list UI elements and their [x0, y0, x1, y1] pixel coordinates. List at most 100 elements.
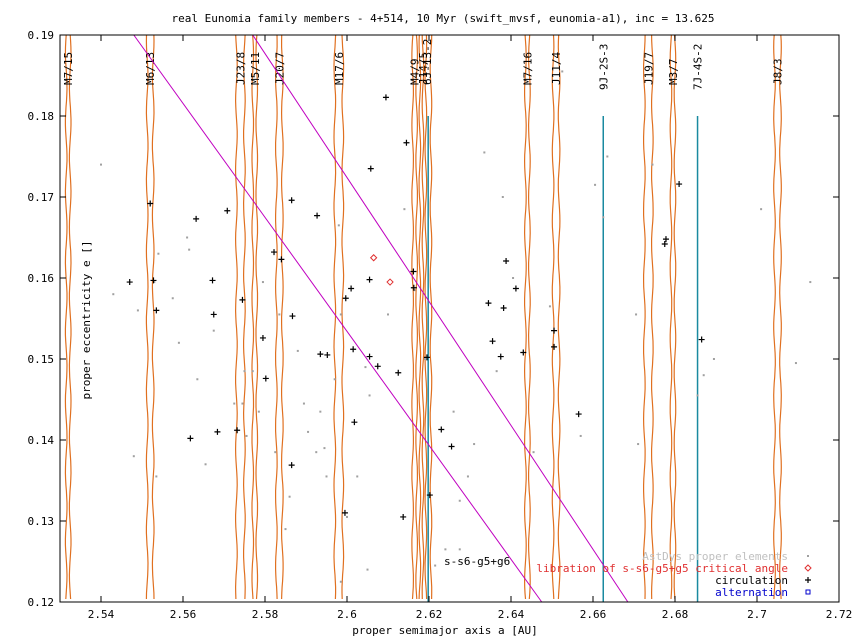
circulation-point	[551, 343, 558, 350]
circulation-point	[262, 375, 269, 382]
circulation-point	[153, 307, 160, 314]
resonance-line	[280, 34, 284, 600]
astdys-point	[346, 515, 348, 518]
astdys-point	[245, 434, 248, 437]
astdys-point	[561, 70, 564, 73]
y-tick-label: 0.17	[28, 191, 55, 204]
circulation-point	[271, 249, 278, 256]
astdys-point	[261, 281, 264, 284]
x-tick-label: 2.64	[498, 608, 525, 621]
three-body-label: 7J-4S-2	[692, 44, 705, 90]
circulation-point	[342, 295, 349, 302]
astdys-point	[243, 370, 246, 373]
circulation-point	[410, 268, 417, 275]
circulation-point	[400, 513, 407, 520]
astdys-point	[635, 313, 638, 316]
astdys-point	[112, 293, 115, 296]
resonance-label: M7/16	[521, 52, 534, 85]
astdys-point	[495, 370, 498, 373]
libration-point	[369, 254, 378, 262]
circulation-point	[259, 334, 266, 341]
resonance-line	[415, 34, 419, 600]
legend-label: libration of s-s6-g5+g5 critical angle	[536, 562, 788, 575]
astdys-point	[423, 358, 426, 360]
astdys-point	[251, 370, 254, 373]
secular-line	[252, 34, 629, 603]
resonance-line	[64, 34, 68, 600]
circulation-point	[423, 354, 430, 361]
circulation-point	[503, 257, 510, 264]
circulation-point	[438, 426, 445, 433]
astdys-point	[284, 528, 287, 531]
circulation-point	[288, 197, 295, 204]
x-axis-label: proper semimajor axis a [AU]	[352, 624, 537, 637]
astdys-point	[434, 564, 437, 567]
axes: 2.54 2.56 2.58 2.6 2.62 2.64 2.66 2.68 2.7 2.72 0.…	[28, 29, 853, 621]
astdys-point	[315, 451, 318, 454]
resonance-line	[642, 34, 646, 600]
y-axis-label: proper eccentricity e []	[80, 241, 93, 400]
astdys-point	[606, 155, 609, 158]
x-tick-label: 2.58	[252, 608, 279, 621]
astdys-point	[157, 252, 160, 255]
astdys-point	[339, 580, 342, 583]
astdys-point	[387, 313, 389, 316]
resonance-line	[255, 34, 259, 600]
y-tick-label: 0.19	[28, 29, 55, 42]
circulation-point	[210, 311, 217, 318]
resonance-line	[333, 34, 337, 600]
resonance-line	[341, 34, 345, 600]
resonance-line	[424, 34, 428, 600]
resonance-line	[68, 34, 72, 600]
legend-marker	[807, 555, 809, 557]
astdys-point	[241, 402, 244, 405]
circulation-point	[489, 338, 496, 345]
astdys-point	[186, 236, 189, 239]
astdys-point	[339, 313, 342, 316]
circulation-point	[317, 351, 324, 358]
resonance-line	[274, 34, 278, 600]
astdys-point	[501, 196, 504, 198]
circulation-point	[661, 240, 668, 247]
circulation-point	[497, 353, 504, 360]
legend-label: circulation	[715, 574, 788, 587]
astdys-point	[483, 151, 486, 154]
legend-marker	[805, 577, 811, 583]
astdys-point	[466, 475, 469, 478]
astdys-point	[356, 475, 359, 478]
x-tick-label: 2.56	[170, 608, 197, 621]
astdys-point	[364, 366, 367, 369]
astdys-point	[278, 313, 281, 316]
resonance-label: M6/13	[144, 52, 157, 85]
x-tick-label: 2.62	[416, 608, 443, 621]
secular-annotation: s-s6-g5+g6	[444, 555, 510, 568]
circulation-point	[403, 139, 410, 146]
astdys-point	[100, 163, 102, 166]
y-tick-label: 0.16	[28, 272, 55, 285]
astdys-point	[403, 208, 406, 211]
astdys-point	[257, 410, 260, 413]
x-tick-label: 2.72	[826, 608, 853, 621]
circulation-point	[147, 200, 154, 207]
circulation-point	[662, 236, 669, 243]
circulation-point	[382, 94, 389, 101]
astdys-point	[809, 281, 812, 284]
astdys-point	[307, 430, 310, 433]
resonance-label: 6J-13-2	[421, 39, 434, 85]
astdys-point	[296, 349, 299, 352]
resonance-line	[251, 34, 255, 600]
circulation-point	[676, 181, 683, 188]
astdys-point	[288, 495, 291, 498]
circulation-point	[351, 419, 358, 426]
astdys-point	[212, 329, 215, 332]
circulation-point	[575, 411, 582, 418]
resonance-label: M7/15	[62, 52, 75, 85]
astdys-point	[637, 443, 640, 446]
astdys-point	[794, 362, 797, 365]
data-points	[100, 70, 812, 583]
astdys-point	[366, 568, 369, 571]
astdys-point	[452, 410, 455, 413]
y-tick-label: 0.13	[28, 515, 55, 528]
